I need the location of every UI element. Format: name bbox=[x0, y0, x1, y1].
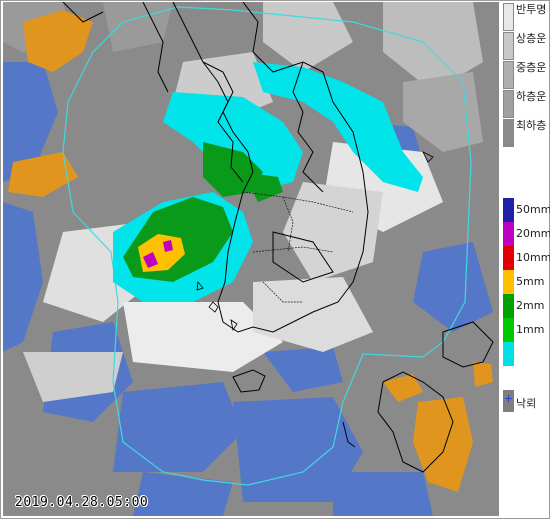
legend-swatch bbox=[503, 246, 514, 270]
observation-timestamp: 2019.04.28.05:00 bbox=[15, 495, 149, 510]
legend-label: 50mm bbox=[516, 203, 550, 216]
legend-label: 반투명 bbox=[516, 3, 547, 16]
legend-swatch bbox=[503, 3, 514, 31]
legend-rain-1mm: 1mm bbox=[501, 318, 549, 342]
legend-label: 5mm bbox=[516, 275, 545, 288]
legend-rain-5mm: 5mm bbox=[501, 270, 549, 294]
legend-cloud-lower: 하층운 bbox=[501, 90, 549, 118]
legend-swatch bbox=[503, 294, 514, 318]
radar-coverage-boundary bbox=[62, 6, 472, 486]
legend-swatch bbox=[503, 61, 514, 89]
legend-label: 상층운 bbox=[516, 32, 547, 45]
legend-label: 1mm bbox=[516, 323, 545, 336]
legend-rain-2mm: 2mm bbox=[501, 294, 549, 318]
legend-label: 2mm bbox=[516, 299, 545, 312]
legend-lightning: + 낙뢰 bbox=[501, 390, 549, 416]
lightning-symbol: + bbox=[503, 390, 514, 412]
legend-swatch bbox=[503, 270, 514, 294]
legend-label: 최하층 bbox=[516, 119, 547, 132]
legend-swatch bbox=[503, 198, 514, 222]
legend-label: 20mm bbox=[516, 227, 550, 240]
cold-cloud-tops bbox=[8, 10, 493, 492]
legend-cloud-middle: 중층운 bbox=[501, 61, 549, 89]
legend-rain-50mm: 50mm bbox=[501, 198, 550, 222]
legend-cloud-upper: 상층운 bbox=[501, 32, 549, 60]
legend-swatch bbox=[503, 318, 514, 342]
legend-swatch bbox=[503, 222, 514, 246]
legend-swatch bbox=[503, 90, 514, 118]
radar-echo-heavy bbox=[138, 234, 185, 272]
legend-rain-trace bbox=[501, 342, 549, 366]
legend-cloud-translucent: 반투명 bbox=[501, 3, 549, 31]
islands bbox=[196, 151, 434, 332]
legend-cloud-lowest: 최하층 bbox=[501, 119, 549, 147]
legend-label: 10mm bbox=[516, 251, 550, 264]
map-canvas bbox=[3, 2, 499, 516]
legend-swatch bbox=[503, 342, 514, 366]
legend-label: 중층운 bbox=[516, 61, 547, 74]
legend-swatch bbox=[503, 32, 514, 60]
region-borders bbox=[242, 191, 354, 303]
legend-rain-20mm: 20mm bbox=[501, 222, 550, 246]
radar-map: 2019.04.28.05:00 bbox=[3, 2, 499, 516]
lightning-label: 낙뢰 bbox=[516, 397, 537, 410]
legend-rain-10mm: 10mm bbox=[501, 246, 550, 270]
coastlines bbox=[62, 2, 494, 473]
legend-swatch bbox=[503, 119, 514, 147]
legend-panel: 반투명 상층운 중층운 하층운 최하층 50mm 20mm 10m bbox=[501, 2, 550, 516]
legend-label: 하층운 bbox=[516, 90, 547, 103]
